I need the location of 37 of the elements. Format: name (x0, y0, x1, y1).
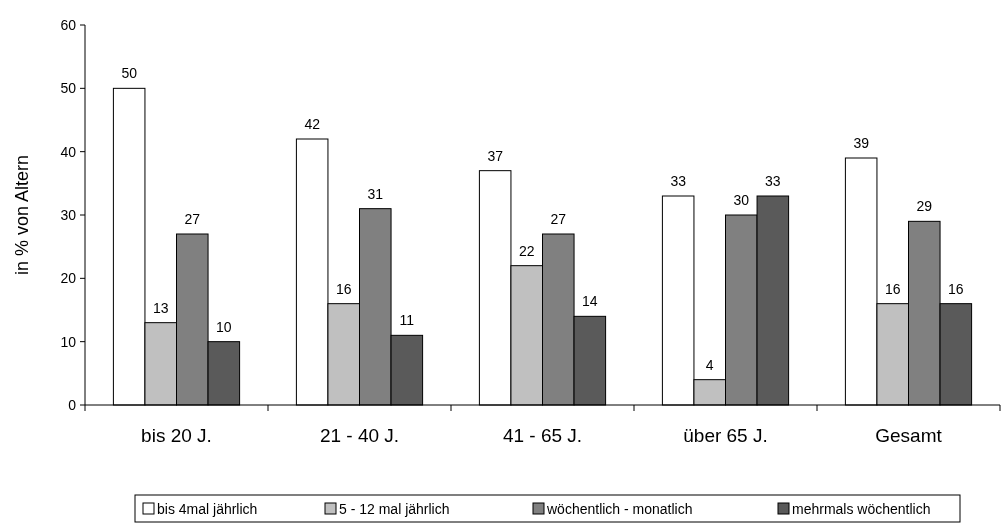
data-label: 37 (487, 147, 504, 164)
x-tick-label: 21 - 40 J. (319, 425, 400, 446)
data-label: 31 (367, 185, 384, 202)
data-label: 4 (705, 356, 714, 373)
data-label: 10 (216, 318, 232, 335)
legend-label: 5 - 12 mal jährlich (339, 500, 450, 517)
y-tick-label: 10 (60, 333, 77, 350)
data-label: 27 (184, 211, 201, 227)
data-label: 27 (550, 211, 567, 227)
y-axis-title: in % von Altern (12, 154, 32, 276)
data-label: 16 (335, 280, 352, 297)
data-label: 33 (670, 173, 687, 189)
data-label: 13 (152, 299, 169, 316)
y-tick-label: 50 (60, 80, 77, 97)
data-label: 29 (916, 198, 933, 215)
data-label: 22 (518, 242, 535, 259)
x-tick-label: bis 20 J. (141, 425, 212, 446)
data-label: 33 (765, 173, 781, 189)
x-tick-label: Gesamt (875, 425, 943, 446)
y-tick-label: 0 (68, 396, 77, 413)
data-label: 42 (304, 116, 321, 132)
y-tick-label: 60 (60, 16, 77, 33)
data-label: 14 (582, 293, 598, 310)
x-tick-label: über 65 J. (683, 425, 768, 446)
data-label: 39 (853, 135, 870, 151)
legend-label: wöchentlich - monatlich (546, 500, 693, 517)
legend-label: bis 4mal jährlich (157, 500, 258, 517)
legend-label: mehrmals wöchentlich (792, 500, 931, 517)
data-label: 30 (733, 192, 750, 208)
y-tick-label: 20 (60, 270, 77, 287)
data-label: 16 (948, 280, 964, 297)
data-label: 50 (121, 65, 138, 82)
data-label: 11 (399, 312, 415, 329)
y-tick-label: 40 (60, 143, 77, 160)
y-tick-label: 30 (60, 206, 77, 223)
x-tick-label: 41 - 65 J. (502, 425, 583, 446)
data-label: 16 (884, 280, 901, 297)
